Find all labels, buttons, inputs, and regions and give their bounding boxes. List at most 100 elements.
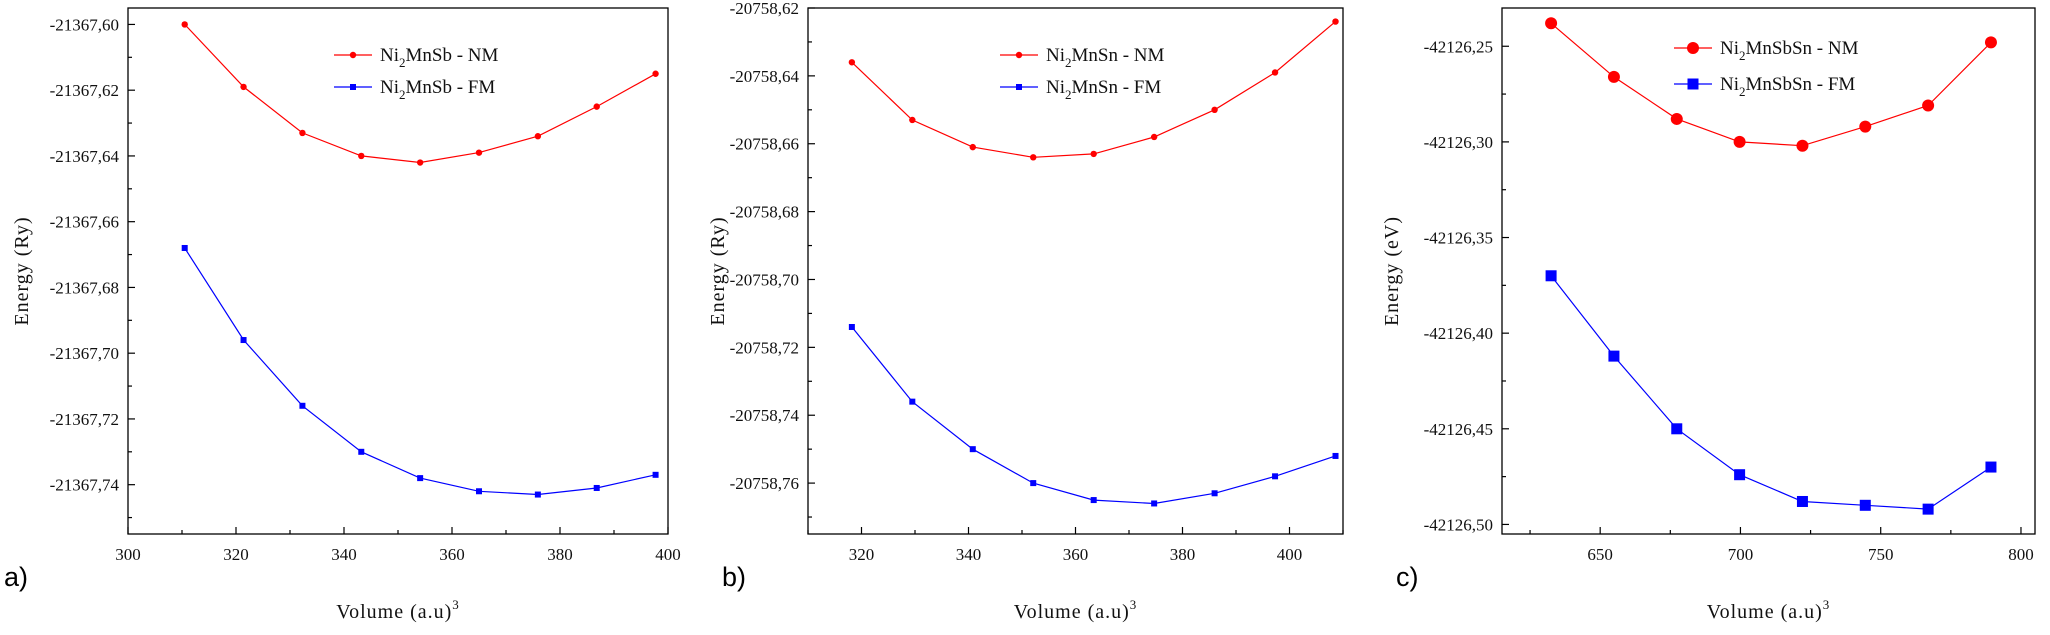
x-tick-label: 320 <box>223 545 249 564</box>
data-point <box>358 448 365 455</box>
legend-label-base: Ni <box>1046 77 1065 98</box>
x-tick-label: 380 <box>547 545 573 564</box>
data-point <box>1090 150 1097 158</box>
data-point <box>416 159 424 166</box>
y-tick-label: -20758,76 <box>730 474 799 493</box>
data-point <box>534 133 542 140</box>
legend-label: Ni2MnSb - NM <box>380 45 499 70</box>
y-axis-title: Energy (eV) <box>1381 216 1403 326</box>
data-point <box>1922 99 1935 112</box>
x-tick-label: 360 <box>1063 545 1089 564</box>
data-point <box>969 446 976 453</box>
data-point <box>1985 461 1997 473</box>
panel-label: b) <box>722 562 746 592</box>
legend-label-subscript: 2 <box>1739 48 1746 63</box>
x-tick-label: 380 <box>1170 545 1196 564</box>
legend-label-rest: MnSbSn - NM <box>1746 38 1859 59</box>
x-axis-title-superscript: 3 <box>1130 597 1138 612</box>
legend-label-subscript: 2 <box>399 87 406 102</box>
data-point <box>593 484 600 491</box>
legend-label-rest: MnSb - NM <box>406 45 499 66</box>
y-tick-label: -42126,45 <box>1424 420 1493 439</box>
data-point <box>1608 350 1620 362</box>
x-axis-title: Volume (a.u)3 <box>1707 597 1831 623</box>
legend-label-base: Ni <box>1720 38 1739 59</box>
legend-label-subscript: 2 <box>1739 84 1746 99</box>
data-point <box>358 152 365 160</box>
y-tick-label: -21367,72 <box>50 410 119 429</box>
x-tick-label: 300 <box>115 545 141 564</box>
data-point <box>1150 133 1158 141</box>
data-point <box>1271 69 1279 76</box>
x-tick-label: 400 <box>655 545 681 564</box>
data-point <box>1030 480 1037 487</box>
legend-label: Ni2MnSn - NM <box>1046 45 1165 70</box>
data-point <box>848 323 855 330</box>
x-tick-label: 360 <box>439 545 465 564</box>
data-point <box>476 488 482 495</box>
data-point <box>240 337 247 344</box>
y-axis-title: Energy (Ry) <box>11 216 33 325</box>
plot-frame <box>1501 7 2036 535</box>
data-point <box>1545 17 1558 30</box>
series-line-fm <box>1550 275 1992 510</box>
data-point <box>181 244 188 251</box>
x-tick-label: 340 <box>331 545 357 564</box>
legend-label-rest: MnSn - NM <box>1072 45 1165 66</box>
panel-label: a) <box>4 562 28 592</box>
data-point <box>1859 120 1872 133</box>
data-point <box>848 59 856 66</box>
legend-label-subscript: 2 <box>1065 87 1072 102</box>
series-line-nm <box>1550 22 1992 147</box>
legend-label-base: Ni <box>1720 74 1739 95</box>
data-point <box>299 402 306 409</box>
data-point <box>1796 495 1808 507</box>
x-tick-label: 700 <box>1728 545 1754 564</box>
data-point <box>299 129 306 137</box>
data-point <box>909 398 916 405</box>
y-tick-label: -21367,60 <box>50 15 119 34</box>
data-point <box>181 21 188 28</box>
legend-marker <box>349 51 357 59</box>
data-point <box>652 471 659 478</box>
data-point <box>1211 106 1218 114</box>
legend-label-base: Ni <box>1046 45 1065 66</box>
y-tick-label: -20758,64 <box>730 67 800 86</box>
chart-panel-2: 320 340 360 380 400 -20758,62 -20758,64 -20758,… <box>707 0 1344 623</box>
data-point <box>417 475 424 482</box>
legend-label: Ni2MnSbSn - NM <box>1720 38 1859 63</box>
y-tick-label: -20758,62 <box>730 0 799 18</box>
data-point <box>1090 497 1097 504</box>
data-point <box>593 103 600 110</box>
y-tick-label: -20758,66 <box>730 135 799 154</box>
legend-label-rest: MnSbSn - FM <box>1746 74 1856 95</box>
legend-label: Ni2MnSn - FM <box>1046 77 1161 102</box>
data-point <box>1607 70 1620 83</box>
data-point <box>1211 490 1218 497</box>
y-tick-label: -42126,35 <box>1424 229 1493 248</box>
legend-label: Ni2MnSb - FM <box>380 77 495 102</box>
x-tick-label: 750 <box>1868 545 1894 564</box>
legend-marker <box>1687 42 1699 54</box>
x-axis-title: Volume (a.u)3 <box>1014 597 1138 623</box>
x-tick-label: 320 <box>849 545 875 564</box>
y-tick-label: -21367,66 <box>50 213 119 232</box>
legend-label-rest: MnSb - FM <box>406 77 496 98</box>
y-axis-title: Energy (Ry) <box>707 216 729 325</box>
data-point <box>1670 112 1683 125</box>
y-tick-label: -20758,70 <box>730 270 799 289</box>
data-point <box>1671 423 1683 435</box>
x-axis-title-superscript: 3 <box>1823 597 1831 612</box>
y-tick-label: -42126,30 <box>1424 133 1493 152</box>
chart-panel-1: 300 320 340 360 380 400 -21367,60 -21367,62 -213… <box>4 7 681 623</box>
legend-marker <box>1015 51 1023 59</box>
data-point <box>1332 452 1339 459</box>
x-tick-label: 650 <box>1587 545 1613 564</box>
y-tick-label: -21367,74 <box>50 476 120 495</box>
legend-marker <box>1016 84 1022 90</box>
y-tick-label: -20758,74 <box>730 406 800 425</box>
data-point <box>969 143 976 151</box>
legend-marker <box>1687 78 1699 90</box>
data-point <box>1796 139 1809 152</box>
